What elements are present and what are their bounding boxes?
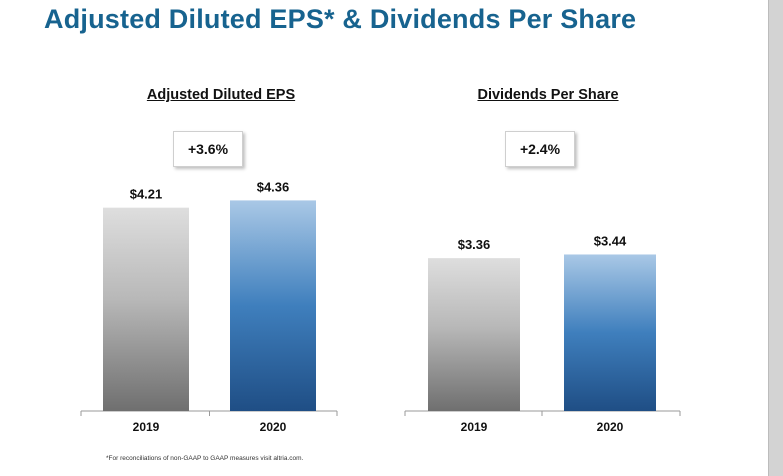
eps-bar-2020 [230,200,316,411]
slide-title: Adjusted Diluted EPS* & Dividends Per Sh… [44,4,637,34]
dividends-value-label-2019: $3.36 [458,237,491,252]
eps-change-badge: +3.6% [173,131,243,167]
dividends-category-label-2019: 2019 [461,420,488,434]
dividends-category-label-2020: 2020 [597,420,624,434]
eps-category-label-2020: 2020 [260,420,287,434]
eps-chart: $4.21 2019 $4.36 2020 [80,179,338,434]
dividends-bar-2020 [564,254,656,411]
eps-value-label-2019: $4.21 [130,187,163,202]
eps-chart-title: Adjusted Diluted EPS [146,87,296,103]
eps-bar-2019 [103,207,189,411]
dividends-change-badge: +2.4% [505,131,575,167]
dividends-chart: $3.36 2019 $3.44 2020 [404,233,681,434]
dividends-bar-2019 [428,258,520,411]
eps-value-label-2020: $4.36 [257,179,290,194]
dividends-value-label-2020: $3.44 [594,233,627,248]
dividends-chart-title: Dividends Per Share [477,87,619,103]
eps-category-label-2019: 2019 [133,420,160,434]
footnote: *For reconciliations of non-GAAP to GAAP… [106,455,304,462]
